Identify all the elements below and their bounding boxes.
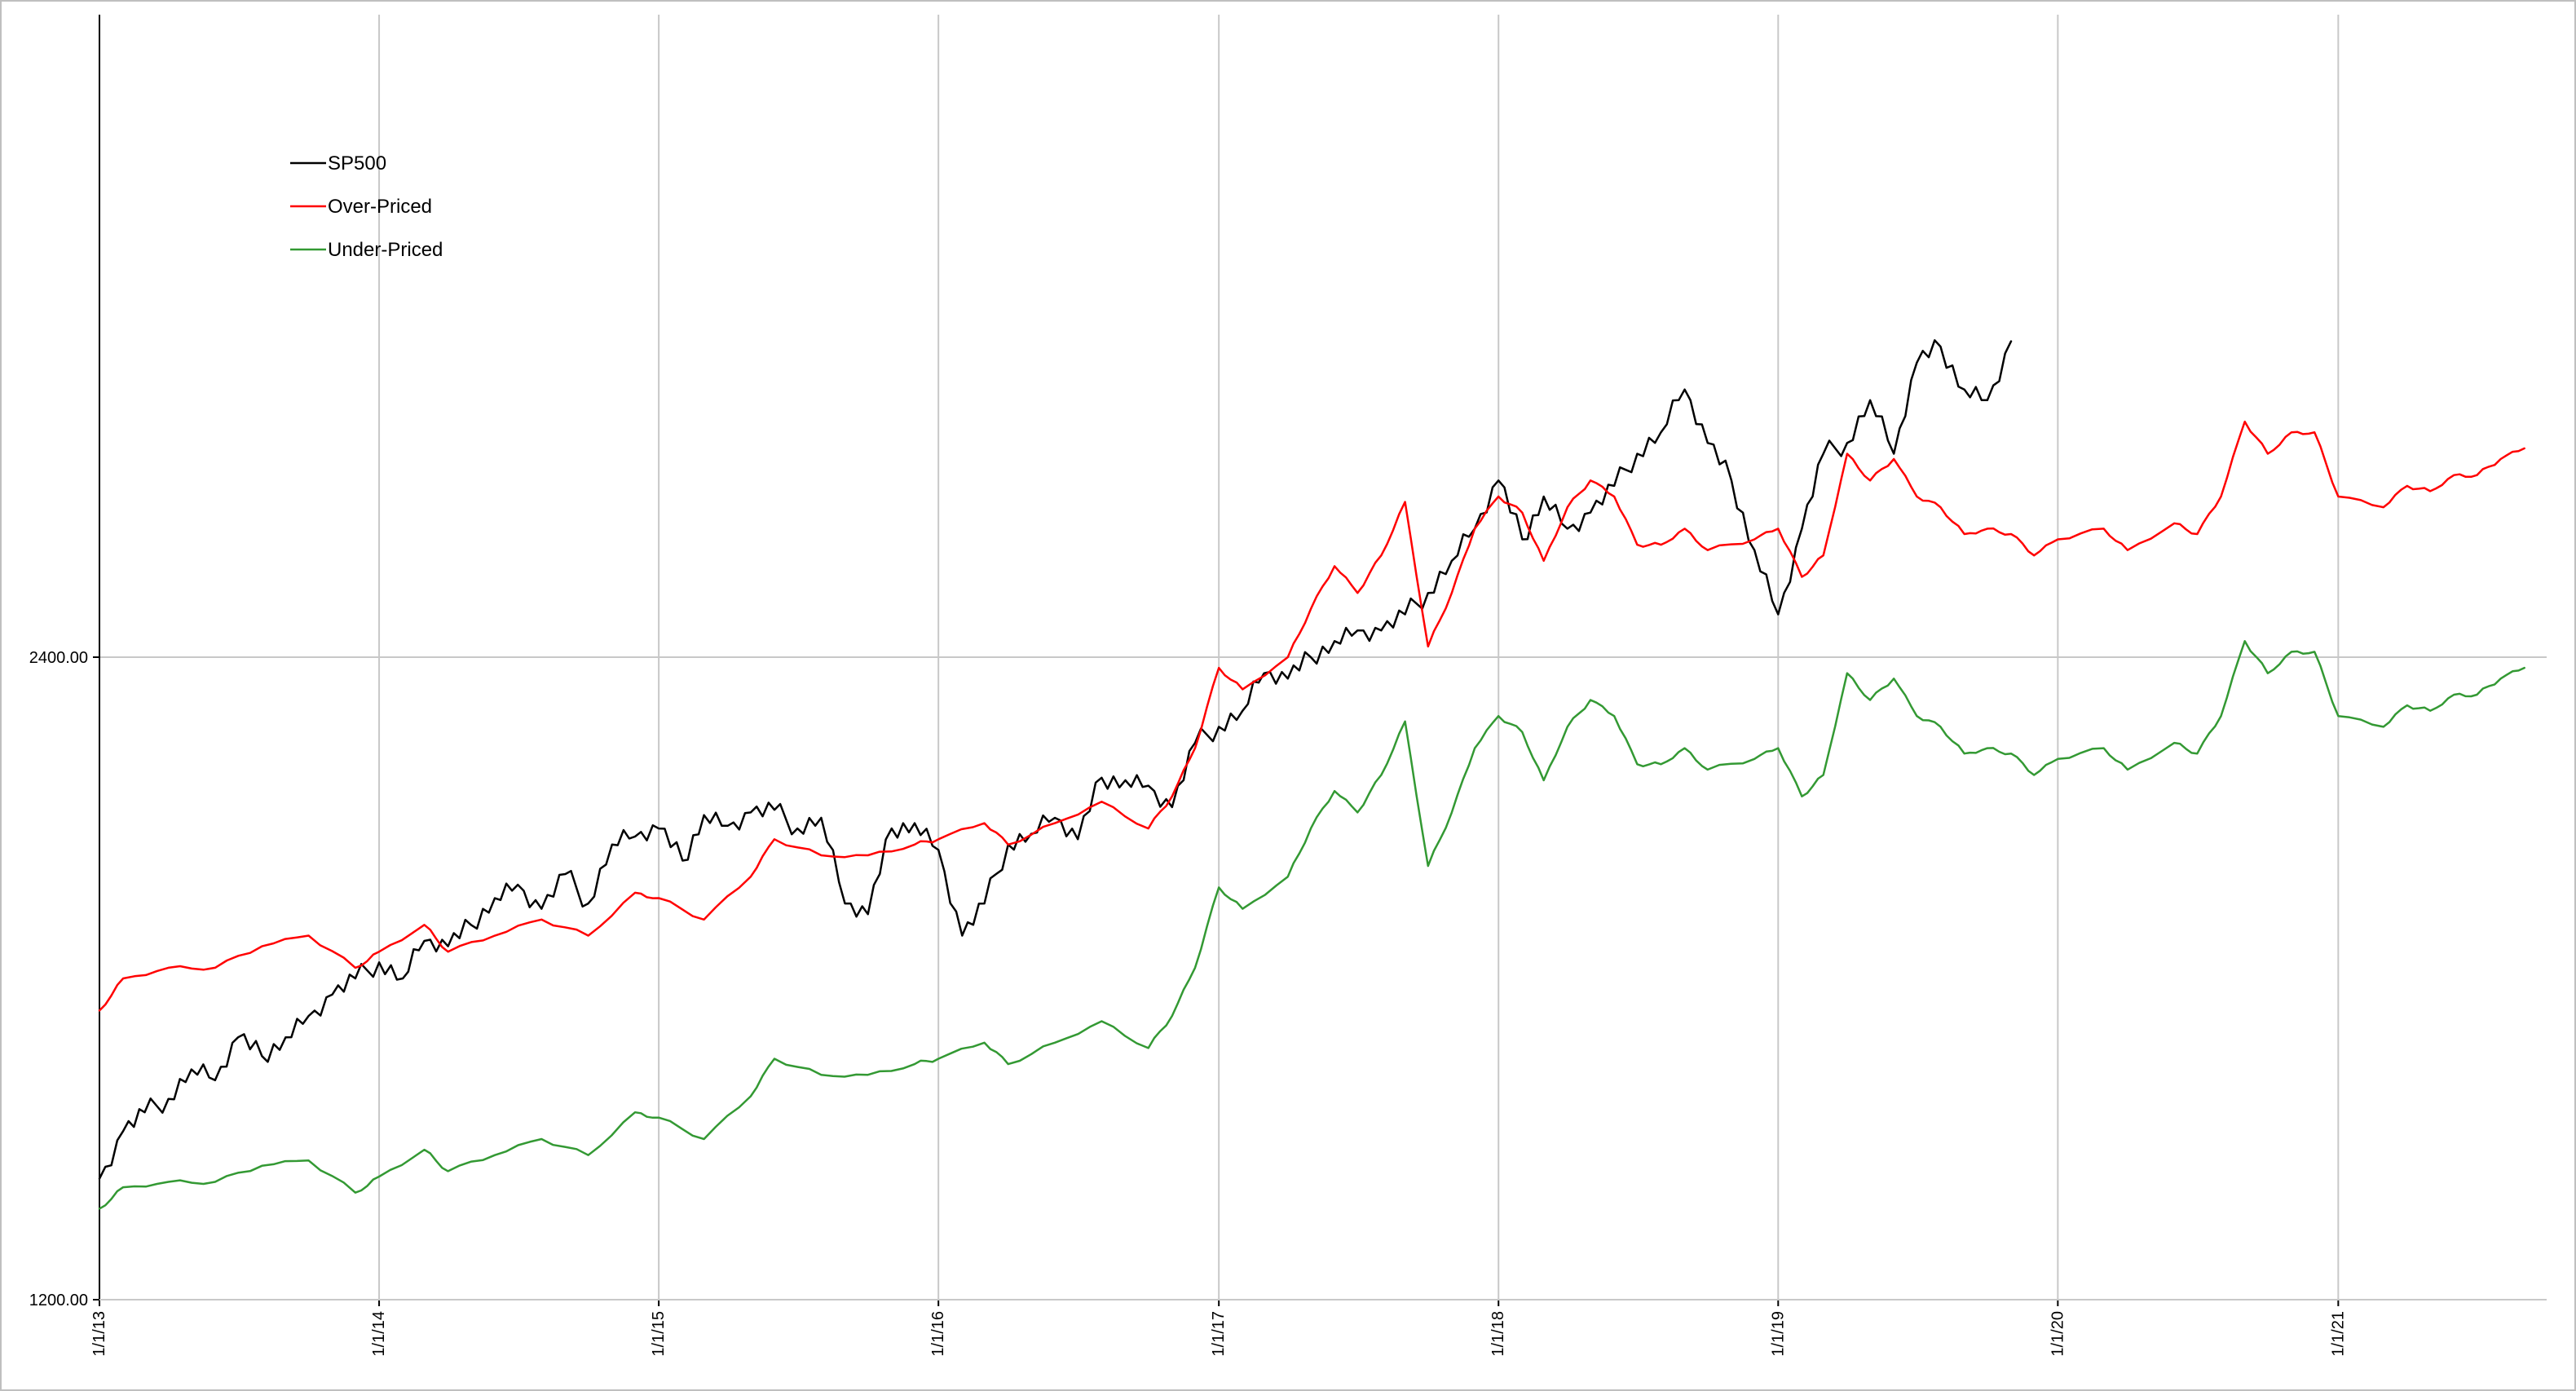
- legend-label: SP500: [328, 152, 386, 174]
- series-line-over-priced: [98, 420, 2525, 1012]
- series-line-sp500: [98, 339, 2013, 1180]
- legend-label: Under-Priced: [328, 239, 443, 261]
- series-line-under-priced: [98, 640, 2525, 1210]
- x-tick-label: 1/1/16: [929, 1311, 947, 1357]
- y-tick-label: 2400.00: [29, 649, 88, 667]
- legend: SP500 Over-Priced Under-Priced: [290, 152, 443, 261]
- x-tick-label: 1/1/21: [2329, 1311, 2347, 1357]
- x-tick-label: 1/1/13: [90, 1311, 108, 1357]
- y-tick-label: 1200.00: [29, 1292, 88, 1309]
- x-tick-label: 1/1/18: [1489, 1311, 1507, 1357]
- x-tick-label: 1/1/15: [650, 1311, 668, 1357]
- x-tick-label: 1/1/14: [370, 1311, 388, 1357]
- gridlines: [99, 15, 2547, 1300]
- series-lines: [98, 339, 2525, 1210]
- x-tick-label: 1/1/20: [2049, 1311, 2067, 1357]
- axes: 1/1/13 1/1/14 1/1/15 1/1/16 1/1/17 1/1/18 1/1/…: [29, 15, 2547, 1357]
- legend-label: Over-Priced: [328, 196, 432, 218]
- x-tick-label: 1/1/17: [1210, 1311, 1228, 1357]
- x-tick-label: 1/1/19: [1769, 1311, 1787, 1357]
